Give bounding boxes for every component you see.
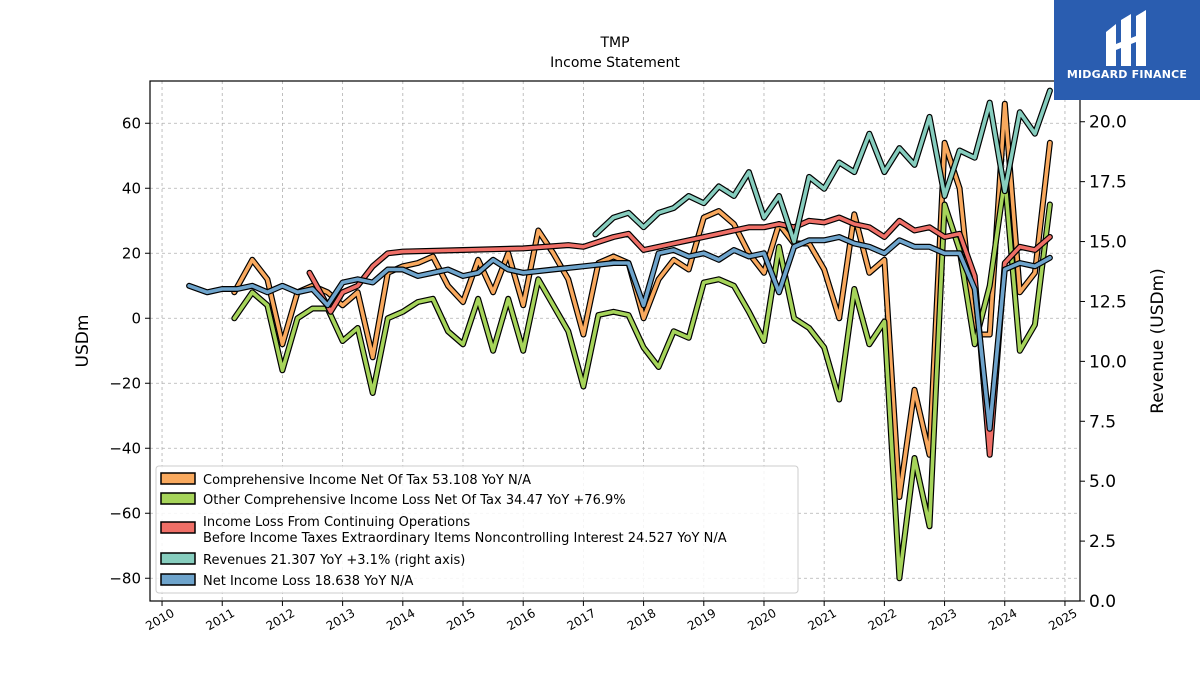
chart-title: TMP [599, 35, 629, 51]
y-right-tick-label: 2.5 [1089, 532, 1116, 552]
y-right-tick-label: 10.0 [1089, 352, 1127, 372]
legend: Comprehensive Income Net Of Tax 53.108 Y… [155, 465, 799, 594]
legend-label: Comprehensive Income Net Of Tax 53.108 Y… [203, 473, 531, 488]
y-tick-label: 60 [122, 114, 141, 132]
x-tick-label: 2011 [204, 606, 237, 633]
y-right-tick-label: 15.0 [1089, 233, 1127, 253]
y-tick-label: −80 [109, 569, 141, 587]
series-layer [186, 87, 1053, 582]
legend-swatch [160, 472, 196, 485]
y-right-tick-label: 0.0 [1089, 592, 1116, 612]
series-line [232, 102, 1052, 499]
brand-name: MIDGARD FINANCE [1066, 68, 1188, 81]
y-tick-label: −40 [109, 439, 141, 457]
legend-box [155, 465, 799, 594]
x-tick-label: 2019 [685, 606, 718, 633]
legend-label: Other Comprehensive Income Loss Net Of T… [203, 493, 626, 508]
series-line [307, 215, 1052, 457]
x-tick-label: 2014 [384, 606, 417, 633]
y-tick-label: −60 [109, 504, 141, 522]
y-right-tick-label: 20.0 [1089, 113, 1127, 133]
y-right-tick-label: 17.5 [1089, 173, 1127, 193]
legend-swatch [160, 552, 196, 565]
x-tick-label: 2024 [986, 606, 1019, 633]
plot-frame [149, 80, 1081, 602]
x-tick-label: 2016 [504, 606, 537, 633]
legend-swatch [160, 492, 196, 505]
series-line [187, 235, 1052, 431]
legend-label: Revenues 21.307 YoY +3.1% (right axis) [203, 553, 465, 568]
x-tick-label: 2015 [444, 606, 477, 633]
x-tick-label: 2021 [805, 606, 838, 633]
y-tick-label: −20 [109, 374, 141, 392]
legend-swatch [160, 573, 196, 586]
y-right-tick-label: 5.0 [1089, 472, 1116, 492]
x-tick-label: 2023 [926, 606, 959, 633]
y-tick-label: 40 [122, 179, 141, 197]
y-tick-label: 20 [122, 244, 141, 262]
x-tick-label: 2022 [866, 606, 899, 633]
x-tick-label: 2017 [565, 606, 598, 633]
series-line [232, 176, 1052, 581]
y-axis-label: USDm [73, 315, 93, 368]
y-axis-right-label: Revenue (USDm) [1148, 268, 1168, 414]
y-right-tick-label: 7.5 [1089, 412, 1116, 432]
legend-label: Net Income Loss 18.638 YoY N/A [203, 574, 414, 589]
y-right-tick-label: 12.5 [1089, 292, 1127, 312]
series-line-outline [592, 87, 1053, 245]
x-tick-label: 2010 [143, 606, 176, 633]
brand-logo: MIDGARD FINANCE [1054, 0, 1200, 100]
chart-subtitle: Income Statement [550, 55, 680, 71]
x-tick-label: 2018 [625, 606, 658, 633]
midgard-logo-icon [1106, 10, 1146, 66]
series-line-outline [186, 234, 1053, 432]
x-tick-label: 2012 [264, 606, 297, 633]
x-tick-label: 2013 [324, 606, 357, 633]
series-line [593, 88, 1052, 244]
y-tick-label: 0 [131, 309, 141, 327]
x-tick-label: 2020 [745, 606, 778, 633]
x-tick-label: 2025 [1046, 606, 1079, 633]
legend-swatch [160, 521, 196, 534]
legend-label: Income Loss From Continuing Operations [203, 515, 470, 530]
legend-label: Before Income Taxes Extraordinary Items … [203, 531, 727, 546]
